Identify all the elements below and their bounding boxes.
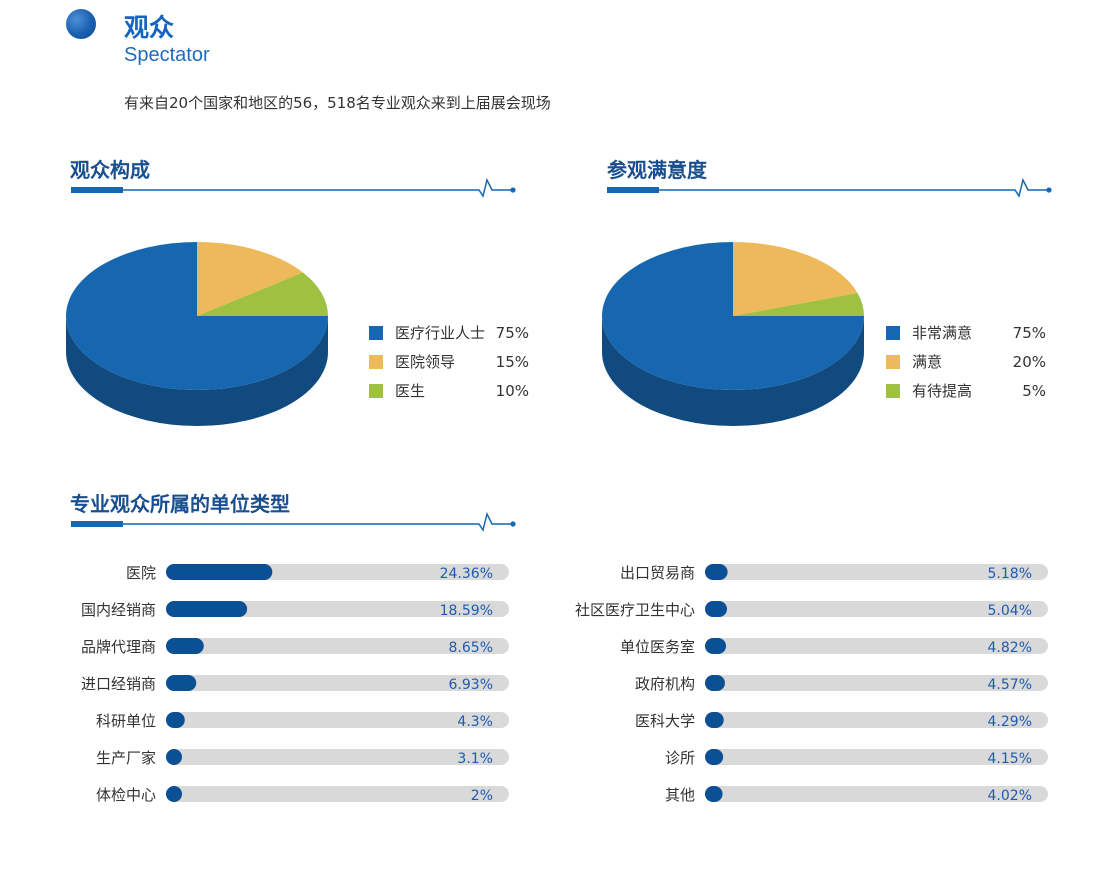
satisfaction-section-title: 参观满意度 <box>607 158 707 182</box>
composition-pie-legend-label-2: 医生 <box>395 382 425 400</box>
unit-type-bar-right-track-2 <box>705 638 1048 654</box>
composition-underline-end-dot <box>510 187 516 193</box>
unit-type-bar-right-bar-4 <box>705 712 724 728</box>
unit-type-bar-left-label-3: 进口经销商 <box>81 675 156 693</box>
composition-pie-slice-0 <box>66 242 328 390</box>
composition-pie-legend-label-1: 医院领导 <box>395 353 455 371</box>
unit-type-bar-left-track-6 <box>166 786 509 802</box>
unit-type-bar-left-value-2: 8.65% <box>449 640 493 656</box>
composition-pie-legend-swatch-0 <box>369 326 383 340</box>
satisfaction-pie-legend-label-1: 满意 <box>912 353 942 371</box>
composition-pie-legend-label-0: 医疗行业人士 <box>395 324 485 342</box>
satisfaction-pie-legend-value-1: 20% <box>1013 353 1046 371</box>
unit-type-bar-left-label-4: 科研单位 <box>96 712 156 730</box>
unit-type-bar-left-value-1: 18.59% <box>440 603 493 619</box>
satisfaction-underline-pulse-icon <box>1009 177 1047 198</box>
unit-type-underline-accent <box>71 521 123 527</box>
composition-pie-legend-value-1: 15% <box>496 353 529 371</box>
unit-type-bar-right-track-0 <box>705 564 1048 580</box>
unit-type-bar-right-bar-1 <box>705 601 727 617</box>
unit-type-section-title: 专业观众所属的单位类型 <box>70 492 290 516</box>
satisfaction-pie-slice-2 <box>733 293 864 316</box>
unit-type-bar-left-bar-1 <box>166 601 248 617</box>
unit-type-bar-left-label-5: 生产厂家 <box>96 749 156 767</box>
unit-type-bar-right-track-5 <box>705 749 1048 765</box>
unit-type-bar-left-value-5: 3.1% <box>457 751 493 767</box>
unit-type-bar-right-value-4: 4.29% <box>988 714 1032 730</box>
unit-type-bar-right-label-1: 社区医疗卫生中心 <box>575 601 695 619</box>
unit-type-bar-right-track-1 <box>705 601 1048 617</box>
unit-type-bar-right-label-6: 其他 <box>665 786 695 804</box>
unit-type-bar-left-bar-0 <box>166 564 273 580</box>
unit-type-bar-left-bar-4 <box>166 712 185 728</box>
unit-type-bar-right-value-6: 4.02% <box>988 788 1032 804</box>
unit-type-bar-right-track-4 <box>705 712 1048 728</box>
unit-type-bar-right-bar-6 <box>705 786 723 802</box>
composition-pie-legend-swatch-1 <box>369 355 383 369</box>
satisfaction-pie-legend-label-0: 非常满意 <box>912 324 972 342</box>
intro-text: 有来自20个国家和地区的56，518名专业观众来到上届展会现场 <box>124 94 551 112</box>
unit-type-bar-left-track-1 <box>166 601 509 617</box>
unit-type-bar-left-track-5 <box>166 749 509 765</box>
unit-type-bar-left-label-2: 品牌代理商 <box>81 638 156 656</box>
unit-type-bar-left-track-2 <box>166 638 509 654</box>
satisfaction-pie-legend-swatch-2 <box>886 384 900 398</box>
composition-pie-legend-swatch-2 <box>369 384 383 398</box>
unit-type-bar-right-bar-2 <box>705 638 727 654</box>
unit-type-bar-left-value-6: 2% <box>471 788 493 804</box>
satisfaction-pie-slice-side-0-0 <box>602 316 864 426</box>
unit-type-bar-left-value-0: 24.36% <box>440 566 493 582</box>
composition-section-title: 观众构成 <box>70 158 150 182</box>
satisfaction-pie-legend-value-2: 5% <box>1022 382 1046 400</box>
unit-type-underline-end-dot <box>510 521 516 527</box>
unit-type-underline-pulse-icon <box>473 511 511 532</box>
unit-type-bar-left-label-6: 体检中心 <box>96 786 156 804</box>
composition-pie-slice-side-0-0 <box>66 316 328 426</box>
unit-type-bar-left-bar-2 <box>166 638 204 654</box>
unit-type-bar-right-value-1: 5.04% <box>988 603 1032 619</box>
satisfaction-pie-slice-0 <box>602 242 864 390</box>
unit-type-bar-right-label-3: 政府机构 <box>635 675 695 693</box>
satisfaction-pie-legend-swatch-0 <box>886 326 900 340</box>
unit-type-bar-right-label-2: 单位医务室 <box>620 638 695 656</box>
unit-type-bar-left-track-4 <box>166 712 509 728</box>
unit-type-bar-left-value-4: 4.3% <box>457 714 493 730</box>
unit-type-bar-right-label-4: 医科大学 <box>635 712 695 730</box>
composition-pie-slice-1 <box>197 242 303 316</box>
unit-type-bar-left-bar-6 <box>166 786 182 802</box>
satisfaction-pie-legend-swatch-1 <box>886 355 900 369</box>
unit-type-bar-left-bar-5 <box>166 749 182 765</box>
unit-type-bar-right-bar-3 <box>705 675 725 691</box>
composition-pie-legend-value-2: 10% <box>496 382 529 400</box>
page-title: 观众 <box>124 13 175 42</box>
unit-type-bar-left-label-1: 国内经销商 <box>81 601 156 619</box>
satisfaction-underline-end-dot <box>1046 187 1052 193</box>
unit-type-bar-right-bar-5 <box>705 749 724 765</box>
unit-type-bar-right-label-0: 出口贸易商 <box>620 564 695 582</box>
satisfaction-pie-slice-1 <box>733 242 858 316</box>
composition-underline-pulse-icon <box>473 177 511 198</box>
unit-type-bar-right-value-0: 5.18% <box>988 566 1032 582</box>
unit-type-bar-left-value-3: 6.93% <box>449 677 493 693</box>
composition-pie-slice-2 <box>197 272 328 316</box>
satisfaction-pie-legend-value-0: 75% <box>1013 324 1046 342</box>
header-bullet-icon <box>66 9 96 39</box>
unit-type-bar-right-value-5: 4.15% <box>988 751 1032 767</box>
unit-type-bar-right-value-2: 4.82% <box>988 640 1032 656</box>
unit-type-bar-left-label-0: 医院 <box>126 564 156 582</box>
unit-type-bar-right-bar-0 <box>705 564 728 580</box>
unit-type-bar-right-value-3: 4.57% <box>988 677 1032 693</box>
unit-type-bar-right-label-5: 诊所 <box>665 749 695 767</box>
unit-type-bar-right-track-6 <box>705 786 1048 802</box>
composition-underline-accent <box>71 187 123 193</box>
unit-type-bar-right-track-3 <box>705 675 1048 691</box>
page-subtitle: Spectator <box>124 44 210 66</box>
unit-type-bar-left-track-3 <box>166 675 509 691</box>
satisfaction-underline-accent <box>607 187 659 193</box>
unit-type-bar-left-bar-3 <box>166 675 197 691</box>
satisfaction-pie-legend-label-2: 有待提高 <box>912 382 972 400</box>
composition-pie-legend-value-0: 75% <box>496 324 529 342</box>
